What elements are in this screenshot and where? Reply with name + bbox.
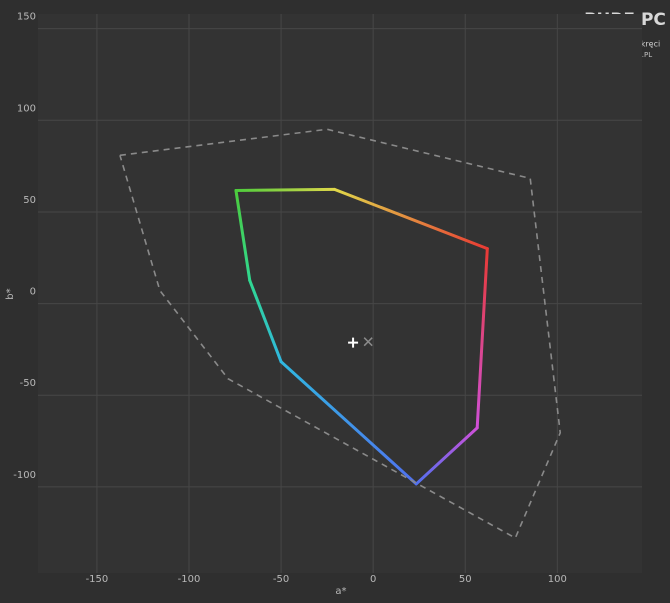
- y-axis-label: b*: [5, 288, 16, 299]
- y-tick-label: -50: [20, 378, 36, 389]
- x-tick-label: -100: [178, 574, 201, 585]
- y-tick-label: 150: [17, 12, 36, 23]
- y-tick-label: 100: [17, 103, 36, 114]
- plot-area: [38, 14, 642, 573]
- x-tick-label: 0: [370, 574, 376, 585]
- y-tick-label: -100: [13, 470, 36, 481]
- x-tick-label: -150: [86, 574, 109, 585]
- gamut-edge: [414, 426, 479, 486]
- reference-gamut: [119, 128, 562, 540]
- gamut-edge: [475, 247, 489, 430]
- gamut-edge: [234, 187, 336, 192]
- y-tick-label: 0: [30, 287, 36, 298]
- white-point-marker: [363, 337, 373, 347]
- gamut-edge: [248, 278, 283, 364]
- gamut-edge: [234, 188, 252, 282]
- gamut-edge: [332, 187, 489, 251]
- x-axis-label: a*: [335, 586, 346, 597]
- y-tick-label: 50: [23, 195, 36, 206]
- x-tick-label: -50: [273, 574, 289, 585]
- x-tick-label: 100: [548, 574, 567, 585]
- x-tick-label: 50: [459, 574, 472, 585]
- white-point-marker: [348, 337, 359, 348]
- gamut-edge: [279, 360, 418, 486]
